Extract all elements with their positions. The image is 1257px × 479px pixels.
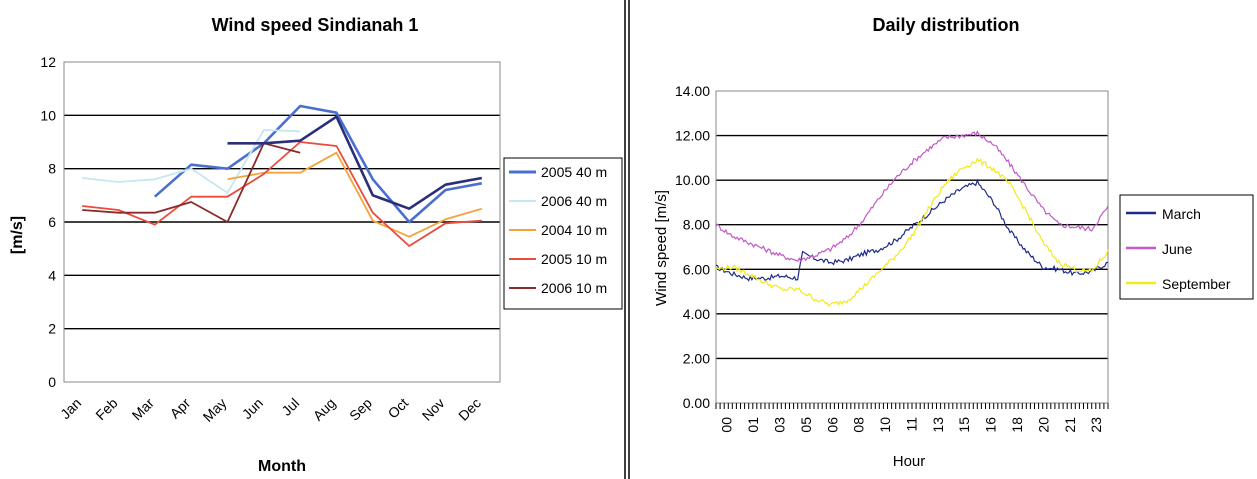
chart1-x-tick-label: Feb (92, 395, 121, 424)
chart1-x-ticks: Jan Feb Mar Apr May Jun Jul Aug Sep Oct Nov Dec (57, 395, 484, 425)
chart2-x-tick-label: 11 (903, 417, 919, 432)
chart2-x-tick-label: 21 (1062, 417, 1078, 433)
chart2-legend-label: June (1162, 241, 1193, 257)
chart2-x-tick-label: 13 (930, 417, 946, 433)
chart1-x-tick-label: Apr (167, 395, 194, 422)
chart2-x-tick-label: 08 (851, 417, 867, 433)
chart1-series (82, 104, 483, 247)
chart2-x-tick-label: 16 (983, 417, 999, 433)
chart2-x-ticks: 00 01 03 05 06 08 10 11 13 15 16 18 20 21 23 (719, 417, 1104, 433)
chart2-y-tick-label: 6.00 (683, 261, 710, 277)
chart1-y-ticks: 0 2 4 6 8 10 12 (40, 54, 56, 390)
chart2-series-line (715, 157, 1109, 307)
chart1-x-tick-label: Sep (346, 395, 375, 424)
chart1-x-tick-label: Nov (419, 395, 448, 424)
chart2-y-tick-label: 4.00 (683, 306, 710, 322)
chart2-x-tick-label: 15 (956, 417, 972, 433)
chart2-x-tick-label: 00 (719, 417, 735, 433)
chart2-title: Daily distribution (872, 15, 1019, 35)
chart1-y-axis-label: [m/s] (9, 216, 26, 254)
chart2-x-tick-label: 01 (745, 417, 761, 433)
chart2-series-line (715, 178, 1109, 282)
chart1-y-tick-label: 2 (48, 321, 56, 337)
chart1-series-line (153, 104, 483, 224)
chart2-y-tick-label: 2.00 (683, 350, 710, 366)
chart2-minor-tick-marks (715, 403, 1109, 409)
chart1-y-tick-label: 6 (48, 214, 56, 230)
chart2-legend: March June September (1126, 206, 1231, 292)
chart1-title: Wind speed Sindianah 1 (212, 15, 419, 35)
chart1-x-axis-label: Month (258, 458, 306, 475)
chart2-y-axis-label: Wind speed [m/s] (653, 190, 670, 306)
chart1-x-tick-label: Jun (239, 395, 266, 422)
chart2-plot-area (715, 90, 1109, 404)
chart2-y-tick-label: 0.00 (683, 395, 710, 411)
chart2-x-tick-label: 18 (1009, 417, 1025, 433)
chart1-legend-label: 2005 40 m (541, 164, 607, 180)
chart2-x-axis-label: Hour (893, 453, 926, 470)
chart1-series-line (227, 151, 483, 238)
chart1-x-tick-label: Oct (385, 395, 412, 422)
chart2-y-tick-label: 14.00 (675, 83, 710, 99)
chart1-legend: 2005 40 m 2006 40 m 2004 10 m 2005 10 m 2006… (509, 164, 607, 296)
chart1-series-line (227, 115, 483, 210)
chart1-x-tick-label: Mar (129, 395, 158, 424)
chart2-y-ticks: 0.00 2.00 4.00 6.00 8.00 10.00 12.00 14.00 (675, 83, 710, 411)
chart1-legend-label: 2005 10 m (541, 251, 607, 267)
chart2-minor-ticks (715, 403, 1109, 409)
chart2-x-tick-label: 10 (877, 417, 893, 433)
chart2-x-tick-label: 05 (798, 417, 814, 433)
chart2-legend-label: March (1162, 206, 1201, 222)
chart2-series-line (715, 130, 1109, 263)
chart1-series-line (82, 129, 301, 194)
chart2-x-tick-label: 06 (824, 417, 840, 433)
chart2-x-tick-label: 23 (1088, 417, 1104, 433)
chart1-y-tick-label: 10 (40, 107, 56, 123)
chart1-y-tick-label: 0 (48, 374, 56, 390)
chart2-series (715, 130, 1109, 307)
chart2-y-tick-label: 10.00 (675, 172, 710, 188)
chart1-x-tick-label: Jan (57, 395, 84, 422)
chart2-legend-label: September (1162, 276, 1231, 292)
chart1-y-tick-label: 8 (48, 161, 56, 177)
chart1-legend-label: 2006 40 m (541, 193, 607, 209)
chart2-x-tick-label: 20 (1035, 417, 1051, 433)
chart1-series-line (82, 141, 482, 247)
chart2-gridlines (716, 134, 1108, 360)
chart1-y-tick-label: 12 (40, 54, 56, 70)
chart1-x-tick-label: Aug (310, 395, 339, 424)
chart1-legend-label: 2006 10 m (541, 280, 607, 296)
chart1-x-tick-label: Dec (455, 395, 484, 424)
chart2-y-tick-label: 12.00 (675, 128, 710, 144)
chart1-x-tick-label: Jul (278, 395, 302, 419)
chart1-x-tick-label: May (200, 395, 230, 425)
chart1-legend-label: 2004 10 m (541, 222, 607, 238)
chart1-plot-area (63, 61, 501, 383)
chart2-x-tick-label: 03 (771, 417, 787, 433)
chart1-legend-box (503, 157, 623, 310)
chart2-y-tick-label: 8.00 (683, 217, 710, 233)
chart1-gridlines (64, 114, 500, 330)
chart1-y-tick-label: 4 (48, 267, 56, 283)
